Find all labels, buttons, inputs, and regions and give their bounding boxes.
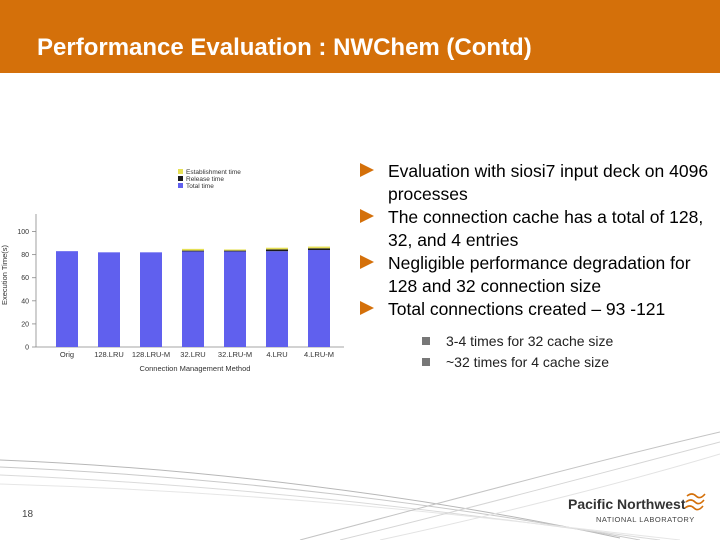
title-bar: Performance Evaluation : NWChem (Contd) <box>0 0 720 73</box>
bullet-text: Evaluation with siosi7 input deck on 409… <box>388 161 709 204</box>
arrow-bullet-icon <box>360 209 374 223</box>
square-bullet-icon <box>422 357 430 366</box>
chart-ylabel: Execution Time(s) <box>0 244 9 305</box>
arrow-bullet-icon <box>360 255 374 269</box>
bar-total-time <box>266 251 288 347</box>
logo-name: Pacific Northwest <box>568 496 686 512</box>
bullet-text: The connection cache has a total of 128,… <box>388 207 704 250</box>
slide-title: Performance Evaluation : NWChem (Contd) <box>37 34 532 61</box>
y-tick-label: 100 <box>17 229 29 236</box>
legend-label: Release time <box>186 176 224 183</box>
sub-bullet-text: ~32 times for 4 cache size <box>446 353 610 370</box>
square-bullet-icon <box>422 336 430 345</box>
x-tick-label: 128.LRU <box>94 350 124 359</box>
bar-total-time <box>224 251 246 347</box>
legend-label: Establishment time <box>186 169 241 176</box>
bullet-list: Evaluation with siosi7 input deck on 409… <box>360 160 710 374</box>
y-tick-label: 80 <box>21 252 29 259</box>
bar-establishment-time <box>224 249 246 251</box>
x-tick-label: 128.LRU-M <box>132 350 170 359</box>
bar-establishment-time <box>266 247 288 250</box>
bar-establishment-time <box>308 246 330 249</box>
bar-total-time <box>308 250 330 347</box>
y-tick-label: 40 <box>21 298 29 305</box>
arrow-bullet-icon <box>360 301 374 315</box>
bullet-item: Total connections created – 93 -121 3-4 … <box>360 298 710 373</box>
sub-bullet-item: ~32 times for 4 cache size <box>422 352 710 373</box>
logo-subtitle: NATIONAL LABORATORY <box>596 515 695 524</box>
bar-total-time <box>182 251 204 347</box>
bullet-item: The connection cache has a total of 128,… <box>360 206 710 251</box>
x-tick-label: 4.LRU-M <box>304 350 334 359</box>
page-number: 18 <box>22 509 34 520</box>
legend-swatch <box>178 169 183 174</box>
bar-release-time <box>182 250 204 252</box>
bullet-text: Total connections created – 93 -121 <box>388 299 666 319</box>
bar-total-time <box>140 252 162 347</box>
bar-total-time <box>56 251 78 347</box>
y-tick-label: 0 <box>25 345 29 352</box>
sub-bullet-text: 3-4 times for 32 cache size <box>446 332 614 349</box>
bar-total-time <box>98 252 120 347</box>
footer-swoosh <box>0 431 720 540</box>
legend-swatch <box>178 176 183 181</box>
pnnl-logo: Pacific Northwest NATIONAL LABORATORY <box>566 493 706 534</box>
bar-release-time <box>266 249 288 252</box>
bar-establishment-time <box>182 248 204 251</box>
arrow-bullet-icon <box>360 163 374 177</box>
x-tick-label: 4.LRU <box>266 350 287 359</box>
x-tick-label: Orig <box>60 350 74 359</box>
chart-xticks: Orig 128.LRU 128.LRU-M 32.LRU 32.LRU-M 4.LRU 4… <box>60 350 334 359</box>
x-tick-label: 32.LRU <box>180 350 205 359</box>
chart-xlabel: Connection Management Method <box>140 364 251 373</box>
bar-release-time <box>224 250 246 252</box>
bullet-item: Evaluation with siosi7 input deck on 409… <box>360 160 710 205</box>
logo-swoosh-icon <box>684 493 706 511</box>
bullet-text: Negligible performance degradation for 1… <box>388 253 691 296</box>
sub-bullet-list: 3-4 times for 32 cache size ~32 times fo… <box>422 331 710 373</box>
chart-bars <box>56 246 330 347</box>
bullet-item: Negligible performance degradation for 1… <box>360 252 710 297</box>
y-tick-label: 20 <box>21 321 29 328</box>
bar-release-time <box>308 248 330 251</box>
x-tick-label: 32.LRU-M <box>218 350 252 359</box>
legend-label: Total time <box>186 183 214 190</box>
sub-bullet-item: 3-4 times for 32 cache size <box>422 331 710 352</box>
y-tick-label: 60 <box>21 275 29 282</box>
legend-swatch <box>178 183 183 188</box>
